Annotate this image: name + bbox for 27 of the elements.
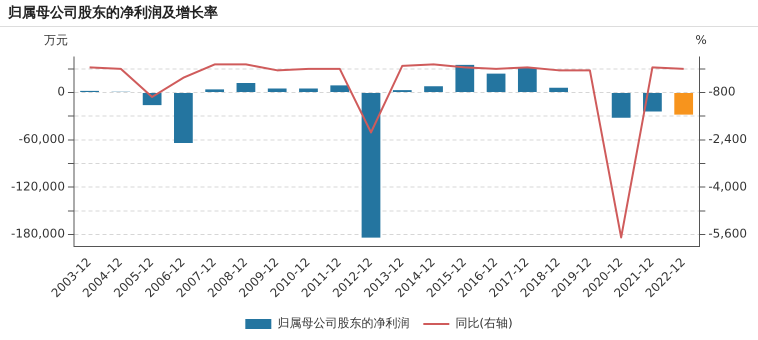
bar (424, 86, 443, 92)
y-tick-label: 0 (57, 84, 65, 99)
y2-tick-label: -5,600 (708, 226, 748, 241)
bar (518, 68, 537, 92)
bar (362, 93, 380, 238)
bar (486, 74, 506, 92)
legend-label: 同比(右轴) (455, 316, 513, 330)
chart-title: 归属母公司股东的净利润及增长率 (0, 0, 758, 27)
bar (330, 85, 350, 92)
bar (612, 93, 631, 118)
y2-axis-title: % (695, 33, 707, 48)
bar (549, 88, 568, 92)
y-tick-label: -120,000 (11, 179, 65, 194)
y-axis-title: 万元 (44, 33, 68, 48)
y-tick-label: -180,000 (11, 226, 65, 241)
bar (299, 88, 318, 92)
y2-tick-label: -4,000 (708, 179, 748, 194)
bar (455, 64, 474, 92)
bar (674, 93, 694, 115)
legend-label: 归属母公司股东的净利润 (277, 316, 410, 330)
bar (174, 93, 193, 144)
y-tick-label: -60,000 (18, 132, 65, 146)
bar (205, 89, 224, 92)
y2-tick-label: -2,400 (708, 132, 748, 146)
bar (268, 88, 287, 92)
bar (236, 83, 256, 92)
y2-tick-label: -800 (708, 84, 736, 99)
